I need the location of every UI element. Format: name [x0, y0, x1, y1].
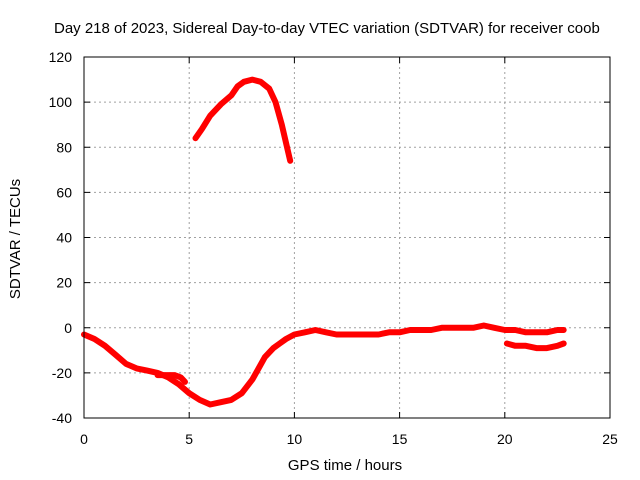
y-tick-label: 100: [49, 94, 73, 110]
plot-frame: [83, 56, 611, 419]
y-axis-label: SDTVAR / TECUs: [7, 179, 24, 299]
y-tick-label: 60: [56, 184, 72, 200]
x-tick-label: 5: [185, 431, 193, 447]
y-tick-label: 0: [64, 320, 72, 336]
series-line: [503, 340, 567, 352]
y-tick-label: 80: [56, 139, 72, 155]
series-line: [192, 76, 294, 164]
x-tick-label: 25: [602, 431, 618, 447]
x-axis-label: GPS time / hours: [288, 457, 402, 474]
x-tick-label: 20: [497, 431, 513, 447]
y-tick-label: -20: [52, 365, 72, 381]
x-tick-label: 15: [392, 431, 408, 447]
y-tick-label: 20: [56, 275, 72, 291]
x-tick-label: 0: [80, 431, 88, 447]
x-axis-ticks: 0 5 10 15 20 25: [80, 57, 618, 447]
series-line: [81, 322, 567, 408]
y-axis-ticks: -40 -20 0 20 40 60 80 100 120: [49, 49, 610, 426]
x-tick-label: 10: [287, 431, 303, 447]
series-line: [154, 372, 188, 385]
grid-vertical-lines: [188, 57, 506, 418]
chart-title: Day 218 of 2023, Sidereal Day-to-day VTE…: [54, 20, 600, 37]
y-tick-label: 40: [56, 230, 72, 246]
y-tick-label: -40: [52, 410, 72, 426]
y-tick-label: 120: [49, 49, 73, 65]
series-layer: [81, 76, 567, 408]
